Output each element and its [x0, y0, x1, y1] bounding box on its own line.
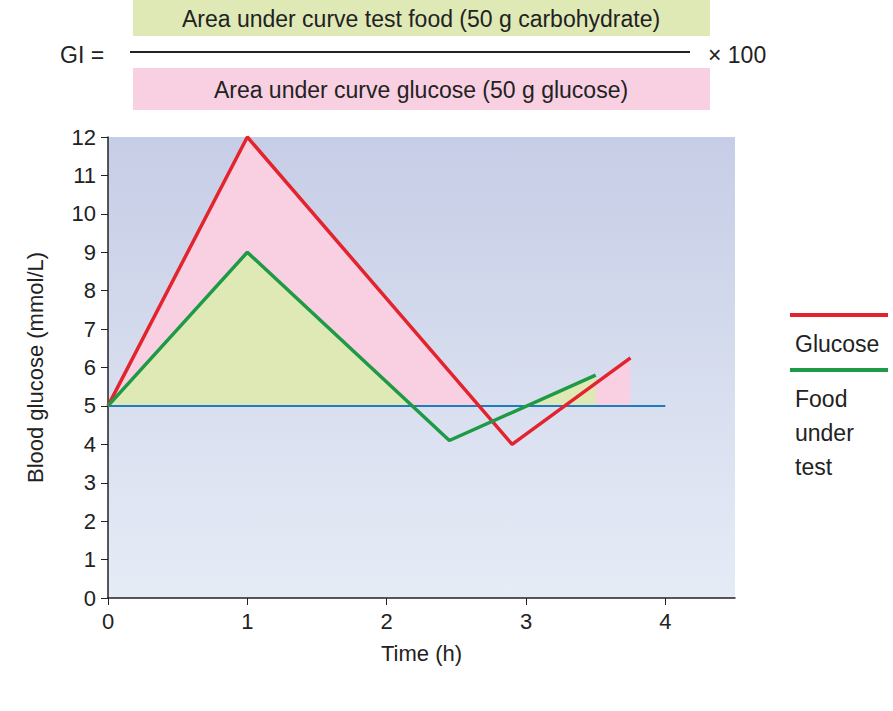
svg-text:7: 7: [84, 317, 96, 342]
svg-text:0: 0: [84, 586, 96, 611]
svg-text:test: test: [795, 454, 833, 480]
svg-text:Area under curve test food (50: Area under curve test food (50 g carbohy…: [182, 6, 660, 32]
svg-text:12: 12: [72, 125, 96, 150]
svg-text:Time (h): Time (h): [381, 641, 462, 666]
svg-text:4: 4: [659, 609, 671, 634]
svg-text:Blood glucose (mmol/L): Blood glucose (mmol/L): [23, 252, 48, 483]
svg-text:GI =: GI =: [60, 42, 104, 68]
svg-text:1: 1: [84, 547, 96, 572]
svg-text:3: 3: [520, 609, 532, 634]
svg-text:Glucose: Glucose: [795, 331, 879, 357]
svg-text:under: under: [795, 420, 860, 446]
svg-text:2: 2: [381, 609, 393, 634]
svg-text:4: 4: [84, 432, 96, 457]
svg-text:Area under curve glucose (50 g: Area under curve glucose (50 g glucose): [214, 77, 628, 103]
svg-text:11: 11: [73, 163, 96, 188]
svg-text:Food: Food: [795, 386, 854, 412]
svg-text:9: 9: [84, 240, 96, 265]
svg-text:× 100: × 100: [708, 42, 766, 68]
svg-text:10: 10: [72, 201, 96, 226]
svg-text:8: 8: [84, 278, 96, 303]
svg-text:1: 1: [241, 609, 253, 634]
svg-text:6: 6: [84, 355, 96, 380]
svg-text:3: 3: [84, 470, 96, 495]
svg-text:5: 5: [84, 393, 96, 418]
svg-text:2: 2: [84, 509, 96, 534]
svg-text:0: 0: [102, 609, 114, 634]
